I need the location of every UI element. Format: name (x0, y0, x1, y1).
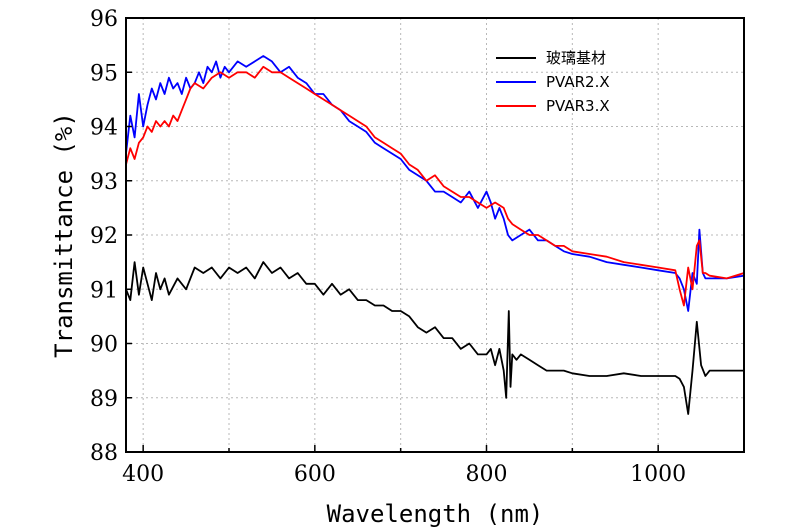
series-line-1 (126, 261, 744, 415)
y-tick-label: 93 (90, 170, 118, 195)
y-tick-label: 96 (90, 7, 118, 32)
x-tick-label: 600 (294, 462, 336, 487)
y-tick-label: 90 (90, 333, 118, 358)
x-axis-title: Wavelength (nm) (327, 500, 544, 528)
y-tick-label: 89 (90, 387, 118, 412)
legend-label: 玻璃基材 (546, 49, 606, 67)
y-axis-title: Transmittance (%) (50, 112, 78, 358)
series-line-2 (126, 55, 744, 312)
x-tick-label: 800 (466, 462, 508, 487)
legend-label: PVAR2.X (546, 73, 610, 91)
y-tick-label: 95 (90, 61, 118, 86)
x-tick-label: 1000 (630, 462, 686, 487)
tick-labels: 400 600 800 1000 88 89 90 91 92 93 94 95 96 (90, 7, 686, 487)
legend-label: PVAR3.X (546, 97, 610, 115)
series-line-3 (126, 65, 744, 307)
grid (126, 18, 744, 452)
y-tick-label: 91 (90, 278, 118, 303)
ticks (126, 17, 659, 453)
series-layer (126, 55, 744, 415)
y-tick-label: 94 (90, 116, 118, 141)
y-tick-label: 88 (90, 441, 118, 466)
x-tick-label: 400 (122, 462, 164, 487)
y-tick-label: 92 (90, 224, 118, 249)
legend: 玻璃基材 PVAR2.X PVAR3.X (496, 49, 610, 115)
